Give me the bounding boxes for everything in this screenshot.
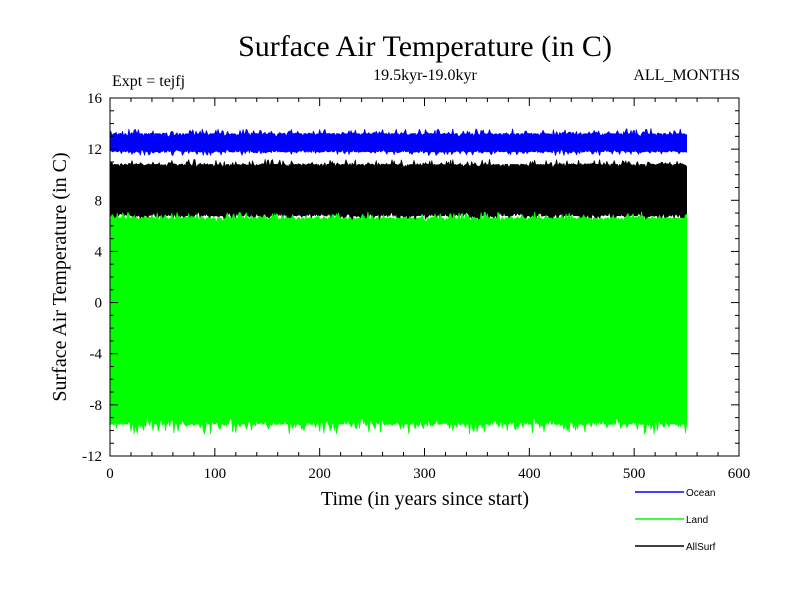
x-tick-label: 600 <box>728 466 751 482</box>
y-tick-label: -12 <box>82 449 102 465</box>
x-tick-label: 400 <box>518 466 541 482</box>
series-allsurf <box>109 159 687 223</box>
y-tick-label: 8 <box>95 193 103 209</box>
y-tick-label: 0 <box>95 296 103 312</box>
y-axis-label: Surface Air Temperature (in C) <box>49 152 71 401</box>
series-layer <box>109 128 687 435</box>
legend-label-allsurf: AllSurf <box>686 542 716 553</box>
months-label: ALL_MONTHS <box>633 67 740 84</box>
y-tick-label: -4 <box>90 347 103 363</box>
x-tick-label: 200 <box>308 466 331 482</box>
legend-label-ocean: Ocean <box>686 488 715 499</box>
legend: Ocean Land AllSurf <box>635 488 716 553</box>
y-tick-label: 4 <box>95 244 103 260</box>
y-tick-label: 16 <box>87 91 103 107</box>
ticks-layer: 0 100 200 300 400 500 600 16 12 8 4 0 -4 -8 -12 <box>82 91 750 482</box>
y-tick-label: -8 <box>90 398 103 414</box>
x-tick-label: 100 <box>204 466 227 482</box>
chart-title: Surface Air Temperature (in C) <box>238 30 612 63</box>
series-land <box>109 211 687 435</box>
x-tick-label: 300 <box>413 466 436 482</box>
series-ocean <box>109 128 687 156</box>
x-tick-label: 500 <box>623 466 646 482</box>
legend-label-land: Land <box>686 515 708 526</box>
x-tick-label: 0 <box>106 466 114 482</box>
experiment-label: Expt = tejfj <box>112 73 185 90</box>
y-tick-label: 12 <box>87 142 102 158</box>
x-axis-label: Time (in years since start) <box>321 488 529 510</box>
chart-subtitle: 19.5kyr-19.0kyr <box>373 67 477 84</box>
